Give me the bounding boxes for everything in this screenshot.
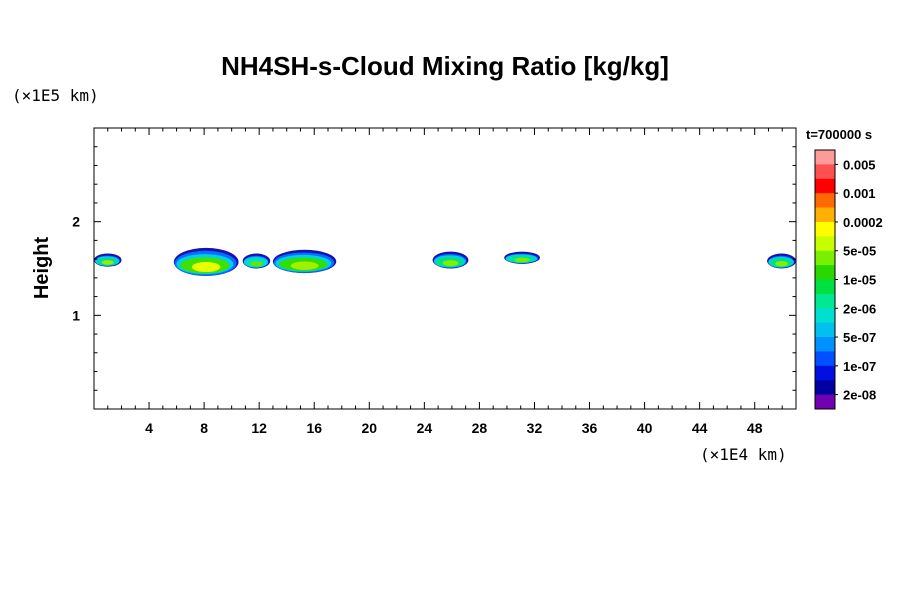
colorbar-segment bbox=[815, 279, 835, 295]
colorbar-label: 5e-07 bbox=[843, 330, 876, 345]
y-tick-label: 1 bbox=[72, 307, 80, 323]
colorbar-segment bbox=[815, 322, 835, 338]
x-tick-label: 32 bbox=[527, 420, 543, 436]
colorbar-segment bbox=[815, 236, 835, 252]
colorbar: 0.005 0.001 0.0002 5e-05 1e-05 2e-06 5e-07 1e-0… bbox=[814, 149, 883, 410]
cloud-peak bbox=[250, 261, 263, 267]
x-tick-label: 48 bbox=[747, 420, 763, 436]
time-label: t=700000 s bbox=[806, 127, 872, 142]
colorbar-segment bbox=[815, 250, 835, 266]
colorbar-label: 0.001 bbox=[843, 186, 876, 201]
colorbar-segment bbox=[815, 308, 835, 324]
x-tick-label: 8 bbox=[200, 420, 208, 436]
x-tick-label: 20 bbox=[362, 420, 378, 436]
colorbar-label: 1e-05 bbox=[843, 273, 876, 288]
cloud-peak bbox=[290, 261, 319, 270]
colorbar-label: 2e-08 bbox=[843, 388, 876, 403]
colorbar-segment bbox=[815, 164, 835, 180]
y-axis-label: Height bbox=[31, 237, 53, 300]
colorbar-segment bbox=[815, 221, 835, 237]
colorbar-segment bbox=[815, 178, 835, 194]
cloud-peak bbox=[442, 260, 459, 267]
colorbar-segment bbox=[815, 394, 835, 410]
cloud-patch bbox=[504, 251, 540, 264]
cloud-patch bbox=[432, 251, 469, 269]
colorbar-segment bbox=[815, 351, 835, 367]
chart-title: NH4SH-s-Cloud Mixing Ratio [kg/kg] bbox=[221, 51, 669, 81]
cloud-peak bbox=[101, 260, 114, 265]
colorbar-label: 0.0002 bbox=[843, 215, 883, 230]
colorbar-segment bbox=[815, 365, 835, 381]
colorbar-label: 1e-07 bbox=[843, 359, 876, 374]
cloud-patch bbox=[94, 253, 122, 267]
cloud-peak bbox=[514, 257, 530, 263]
cloud-peak bbox=[191, 261, 221, 273]
x-tick-label: 24 bbox=[417, 420, 433, 436]
axis-ticks bbox=[94, 128, 796, 409]
plot-area bbox=[93, 127, 797, 410]
x-tick-label: 12 bbox=[251, 420, 267, 436]
colorbar-segment bbox=[815, 193, 835, 209]
colorbar-segment bbox=[815, 207, 835, 223]
x-tick-label: 16 bbox=[306, 420, 322, 436]
colorbar-segment bbox=[815, 293, 835, 309]
colorbar-segment bbox=[815, 265, 835, 280]
y-tick-label: 2 bbox=[72, 214, 80, 230]
x-tick-label: 44 bbox=[692, 420, 708, 436]
cloud-layer bbox=[94, 247, 796, 276]
colorbar-segment bbox=[815, 150, 835, 165]
x-tick-label: 28 bbox=[472, 420, 488, 436]
cloud-patch bbox=[242, 253, 271, 269]
cloud-peak bbox=[775, 261, 788, 267]
colorbar-label: 2e-06 bbox=[843, 301, 876, 316]
x-unit-label: (×1E4 km) bbox=[700, 445, 787, 464]
colorbar-segment bbox=[815, 380, 835, 396]
x-tick-label: 36 bbox=[582, 420, 598, 436]
colorbar-segment bbox=[815, 337, 835, 352]
x-tick-label: 4 bbox=[145, 420, 153, 436]
cloud-patch bbox=[173, 247, 239, 276]
x-tick-label: 40 bbox=[637, 420, 653, 436]
colorbar-label: 0.005 bbox=[843, 157, 876, 172]
cloud-patch bbox=[767, 253, 796, 269]
colorbar-label: 5e-05 bbox=[843, 244, 876, 259]
cloud-patch bbox=[272, 249, 337, 274]
y-unit-label: (×1E5 km) bbox=[12, 86, 99, 105]
